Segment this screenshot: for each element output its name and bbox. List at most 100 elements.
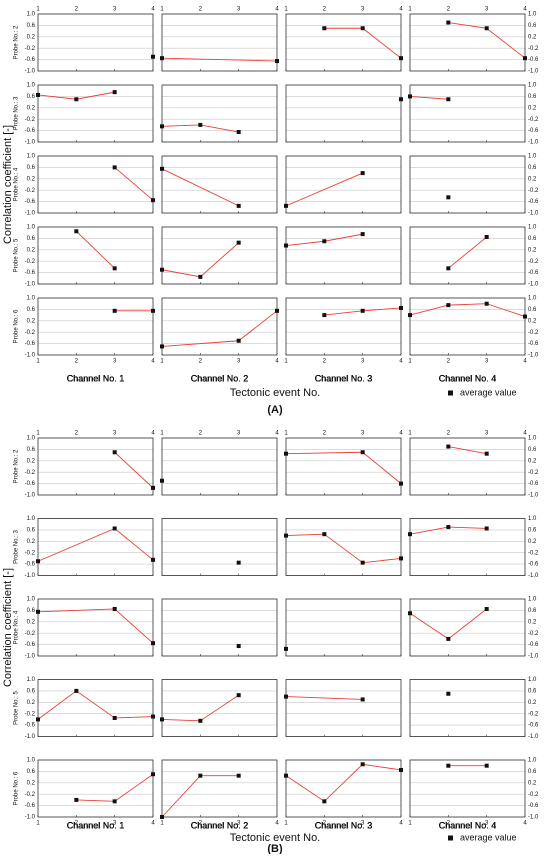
y-tick-label: -0.2	[528, 550, 539, 556]
y-tick-label: 0.2	[27, 34, 36, 40]
legend-marker	[448, 835, 453, 841]
y-tick-label: 0.6	[528, 236, 537, 242]
point	[151, 308, 155, 313]
panel-frame	[285, 155, 402, 214]
y-tick-label: -0.6	[25, 481, 36, 487]
y-tick-label: 0.6	[27, 23, 36, 29]
y-tick-label: 0.6	[27, 94, 36, 100]
panel-frame	[37, 155, 154, 214]
point	[484, 606, 489, 611]
channel-label: Channel No. 2	[191, 820, 249, 830]
point	[160, 124, 164, 129]
point	[446, 195, 451, 200]
y-tick-label: 0.6	[528, 688, 537, 694]
channel-label: Channel No. 4	[439, 820, 497, 830]
channel-label: Channel No. 1	[67, 820, 125, 830]
y-tick-label: -0.6	[528, 341, 539, 347]
panel-frame	[37, 297, 154, 356]
x-tick-label: 1	[284, 431, 288, 437]
x-tick-label: 3	[113, 821, 117, 827]
channel-label: Channel No. 3	[315, 820, 373, 830]
point	[322, 26, 327, 31]
row-label: Probe No.: 6	[14, 309, 20, 343]
point	[484, 763, 489, 768]
point	[446, 763, 451, 768]
series-line	[161, 775, 239, 818]
y-tick-label: 0.6	[528, 447, 537, 453]
point	[112, 165, 117, 170]
channel-label: Channel No. 2	[191, 820, 249, 830]
point	[112, 715, 117, 720]
point	[160, 344, 164, 349]
point	[399, 97, 403, 102]
panel-frame	[161, 297, 278, 356]
y-tick-label: -1.0	[25, 654, 36, 660]
x-tick-label: 2	[199, 7, 203, 13]
y-tick-label: 1.0	[27, 83, 36, 89]
series-line	[37, 608, 154, 644]
point	[236, 773, 241, 778]
y-tick-label: 0.2	[27, 619, 36, 625]
x-tick-label: 2	[199, 431, 203, 437]
y-tick-label: -0.2	[528, 117, 539, 123]
channel-label: Channel No. 3	[315, 820, 373, 830]
point	[399, 481, 403, 486]
point	[399, 305, 403, 310]
y-tick-label: -0.6	[25, 199, 36, 205]
channel-label: Channel No. 4	[439, 820, 497, 830]
y-tick-label: 1.0	[528, 677, 537, 683]
y-tick-label: 0.2	[528, 458, 537, 464]
panel-frame	[285, 13, 402, 72]
y-tick-label: 0.2	[528, 700, 537, 706]
series-line	[114, 167, 154, 201]
channel-label: Channel No. 3	[315, 373, 373, 383]
channel-label: Channel No. 2	[191, 373, 249, 383]
x-tick-label: 1	[284, 821, 288, 827]
point	[151, 557, 155, 562]
y-tick-label: -0.2	[528, 631, 539, 637]
y-tick-label: -0.2	[528, 470, 539, 476]
x-tick-label: 1	[36, 359, 40, 365]
x-tick-label: 2	[199, 359, 203, 365]
point	[360, 232, 365, 237]
x-tick-label: 3	[237, 7, 241, 13]
point	[198, 773, 203, 778]
x-tick-label: 1	[284, 359, 288, 365]
point	[408, 313, 412, 318]
point	[360, 560, 365, 565]
row-label: Probe No.: 6	[14, 771, 20, 805]
y-tick-label: 0.6	[528, 307, 537, 313]
y-tick-label: -0.6	[25, 341, 36, 347]
series-line	[161, 242, 239, 278]
y-tick-label: 0.6	[27, 608, 36, 614]
y-tick-label: -0.2	[528, 188, 539, 194]
point	[151, 485, 155, 490]
panel-frame	[37, 84, 154, 143]
y-tick-label: -0.2	[25, 259, 36, 265]
y-tick-label: 0.2	[528, 318, 537, 324]
panel-frame	[285, 297, 402, 356]
y-tick-label: -1.0	[528, 211, 539, 217]
x-tick-label: 1	[36, 821, 40, 827]
panel-frame	[161, 13, 278, 72]
y-tick-label: 0.2	[528, 34, 537, 40]
y-tick-label: -0.2	[25, 330, 36, 336]
point	[360, 26, 365, 31]
panel-frame	[409, 759, 526, 818]
x-tick-label: 1	[160, 821, 164, 827]
x-tick-label: 3	[113, 431, 117, 437]
series-line	[76, 773, 154, 802]
y-tick-label: -0.6	[528, 642, 539, 648]
channel-label: Channel No. 2	[191, 373, 249, 383]
y-tick-label: 0.2	[528, 539, 537, 545]
x-tick-label: 4	[399, 359, 403, 365]
x-tick-label: 1	[408, 7, 412, 13]
y-tick-label: 1.0	[27, 436, 36, 442]
x-tick-label: 4	[399, 7, 403, 13]
row-label: Probe No.: 2	[14, 449, 20, 483]
panel-frame	[409, 679, 526, 737]
panel-frame	[37, 437, 154, 496]
channel-label: Channel No. 4	[439, 820, 497, 830]
point	[36, 92, 40, 97]
x-tick-label: 3	[361, 7, 365, 13]
